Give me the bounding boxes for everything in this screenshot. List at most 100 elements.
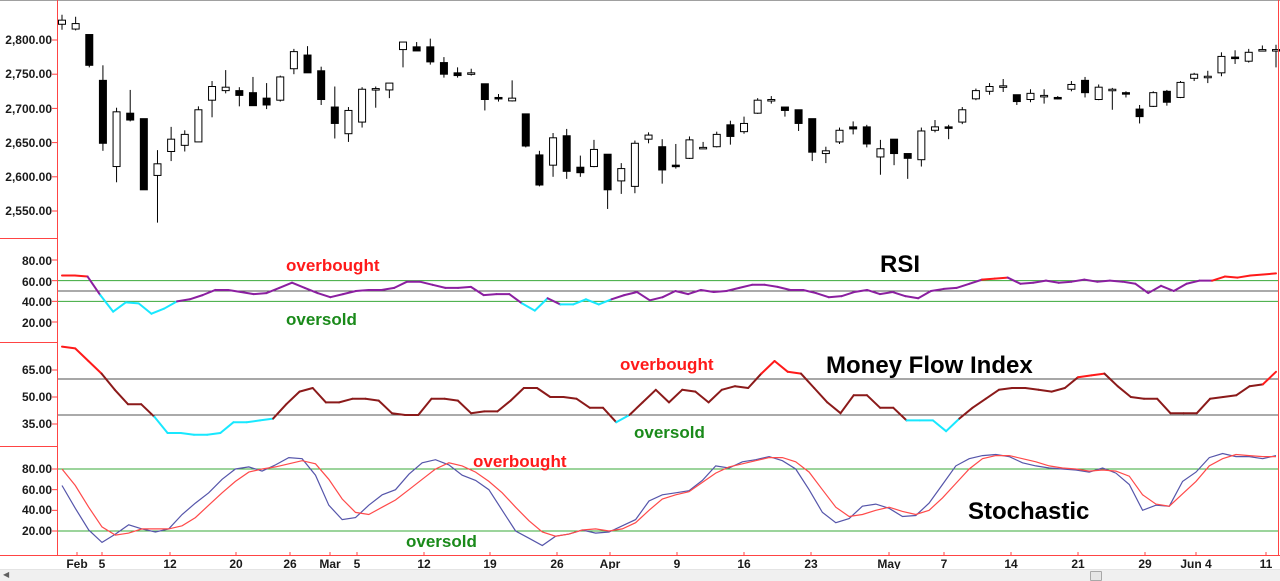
rsi-line-segment — [418, 280, 434, 286]
candle[interactable] — [999, 78, 1008, 92]
candle[interactable] — [221, 70, 230, 94]
stochastic-panel[interactable] — [61, 452, 1277, 547]
candle[interactable] — [862, 124, 871, 148]
horizontal-scrollbar[interactable]: ◀ — [0, 569, 1280, 581]
candle[interactable] — [1258, 45, 1267, 52]
candle[interactable] — [849, 121, 858, 135]
candle[interactable] — [208, 81, 217, 118]
candle[interactable] — [726, 120, 735, 145]
candle[interactable] — [439, 57, 448, 78]
candle[interactable] — [399, 41, 408, 68]
rsi-line-segment — [533, 297, 549, 312]
candle[interactable] — [167, 126, 176, 162]
candle[interactable] — [317, 66, 326, 105]
money-flow-index-panel[interactable] — [61, 345, 1277, 436]
price-candlestick-panel[interactable] — [58, 14, 1280, 223]
candle[interactable] — [1108, 87, 1117, 110]
candle[interactable] — [1176, 81, 1185, 99]
candle[interactable] — [753, 98, 762, 114]
candle[interactable] — [630, 140, 639, 194]
candle[interactable] — [794, 109, 803, 131]
candle[interactable] — [371, 86, 380, 108]
candle[interactable] — [1135, 104, 1144, 124]
candle[interactable] — [808, 118, 817, 162]
candle[interactable] — [767, 96, 776, 104]
candle[interactable] — [1203, 70, 1212, 84]
candle[interactable] — [153, 150, 162, 223]
candle[interactable] — [139, 118, 148, 191]
candle[interactable] — [508, 80, 517, 102]
candle[interactable] — [1190, 72, 1199, 82]
candle[interactable] — [276, 75, 285, 102]
candle[interactable] — [1217, 52, 1226, 77]
candle[interactable] — [289, 48, 298, 75]
candle[interactable] — [358, 87, 367, 128]
candle[interactable] — [835, 127, 844, 144]
candle[interactable] — [303, 46, 312, 74]
candle[interactable] — [535, 150, 544, 187]
candle[interactable] — [944, 124, 953, 140]
candle[interactable] — [603, 153, 612, 209]
candle[interactable] — [562, 128, 571, 179]
candle[interactable] — [699, 141, 708, 150]
candle[interactable] — [385, 82, 394, 99]
candle[interactable] — [971, 88, 980, 101]
candle[interactable] — [467, 68, 476, 76]
candle[interactable] — [876, 139, 885, 175]
candle[interactable] — [740, 116, 749, 134]
rsi-panel[interactable] — [61, 272, 1277, 315]
rsi-line-segment — [981, 277, 996, 281]
candle[interactable] — [685, 136, 694, 160]
candle[interactable] — [1067, 81, 1076, 92]
candle[interactable] — [344, 107, 353, 142]
candle[interactable] — [821, 146, 830, 164]
candle[interactable] — [235, 87, 244, 107]
candle[interactable] — [85, 34, 94, 68]
mfi-line-segment — [1037, 388, 1053, 393]
candle[interactable] — [194, 106, 203, 143]
candle[interactable] — [521, 113, 530, 148]
candle[interactable] — [1149, 91, 1158, 108]
candle[interactable] — [890, 138, 899, 166]
candle[interactable] — [658, 139, 667, 184]
candle[interactable] — [180, 130, 189, 152]
candle[interactable] — [903, 153, 912, 179]
candle[interactable] — [917, 127, 926, 167]
candle[interactable] — [330, 86, 339, 139]
candle[interactable] — [1244, 48, 1253, 63]
scroll-left-arrow-icon[interactable]: ◀ — [3, 570, 10, 579]
candle[interactable] — [453, 67, 462, 78]
candle[interactable] — [589, 139, 598, 168]
candle[interactable] — [985, 83, 994, 95]
candle[interactable] — [248, 76, 257, 107]
candle[interactable] — [1094, 84, 1103, 101]
candle[interactable] — [1040, 89, 1049, 104]
candle[interactable] — [617, 163, 626, 194]
candle[interactable] — [494, 94, 503, 102]
candle[interactable] — [112, 107, 121, 183]
candle[interactable] — [930, 120, 939, 133]
candle[interactable] — [671, 143, 680, 169]
candle[interactable] — [480, 83, 489, 111]
candle[interactable] — [1081, 76, 1090, 98]
candle[interactable] — [712, 131, 721, 148]
candle[interactable] — [58, 14, 66, 30]
candle[interactable] — [71, 16, 80, 31]
candle[interactable] — [576, 155, 585, 177]
candle[interactable] — [958, 107, 967, 125]
candle[interactable] — [1026, 89, 1035, 103]
candle[interactable] — [412, 42, 421, 52]
candle[interactable] — [644, 132, 653, 144]
candle[interactable] — [262, 83, 271, 110]
candle[interactable] — [1053, 96, 1062, 100]
candle[interactable] — [98, 65, 107, 151]
candle[interactable] — [426, 38, 435, 65]
candle[interactable] — [1121, 91, 1130, 98]
candle[interactable] — [126, 89, 135, 122]
candle[interactable] — [549, 133, 558, 177]
candle[interactable] — [1231, 50, 1240, 64]
candle[interactable] — [1162, 89, 1171, 106]
candle[interactable] — [780, 106, 789, 117]
candle[interactable] — [1012, 94, 1021, 105]
mfi-line-segment — [113, 388, 129, 406]
